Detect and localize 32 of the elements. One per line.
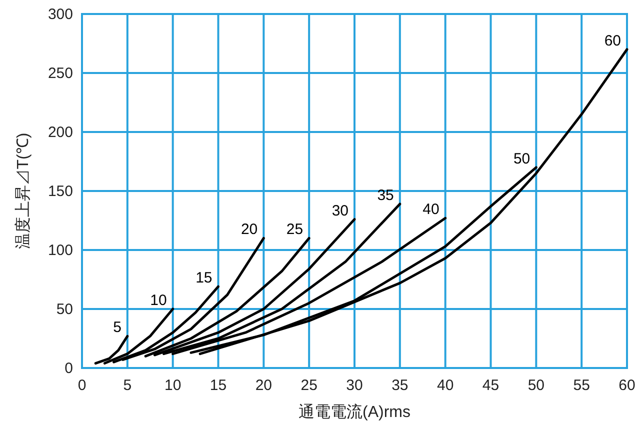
series-label: 25 <box>286 221 304 238</box>
series-label: 30 <box>332 202 348 220</box>
x-tick-label: 40 <box>436 377 454 394</box>
x-axis-title: 通電電流(A)rms <box>298 403 410 421</box>
y-tick-label: 250 <box>48 65 73 82</box>
series-label: 15 <box>196 270 212 287</box>
x-tick-label: 30 <box>346 377 363 394</box>
y-tick-label: 200 <box>48 124 73 141</box>
x-tick-label: 0 <box>78 377 86 394</box>
x-tick-label: 45 <box>482 377 500 394</box>
y-tick-label: 0 <box>64 360 73 377</box>
x-tick-label: 20 <box>255 377 272 394</box>
x-tick-label: 35 <box>392 377 408 394</box>
x-tick-label: 60 <box>618 377 636 394</box>
series-label: 20 <box>240 221 258 238</box>
x-tick-label: 10 <box>164 377 182 394</box>
x-tick-label: 5 <box>123 377 132 394</box>
x-tick-label: 25 <box>300 377 318 394</box>
series-label: 5 <box>113 319 122 336</box>
series-label: 60 <box>604 32 621 50</box>
y-tick-label: 300 <box>48 6 73 23</box>
x-tick-label: 50 <box>528 377 545 394</box>
y-tick-label: 150 <box>48 183 73 200</box>
y-tick-label: 50 <box>56 301 73 318</box>
series-label: 50 <box>513 150 530 168</box>
series-label: 40 <box>422 201 440 218</box>
x-tick-label: 15 <box>210 377 227 394</box>
series-label: 10 <box>150 292 167 309</box>
series-label: 35 <box>377 186 394 204</box>
y-tick-label: 100 <box>48 242 73 259</box>
y-axis-title: 温度上昇⊿T(℃) <box>14 132 32 250</box>
x-tick-label: 55 <box>573 377 590 394</box>
